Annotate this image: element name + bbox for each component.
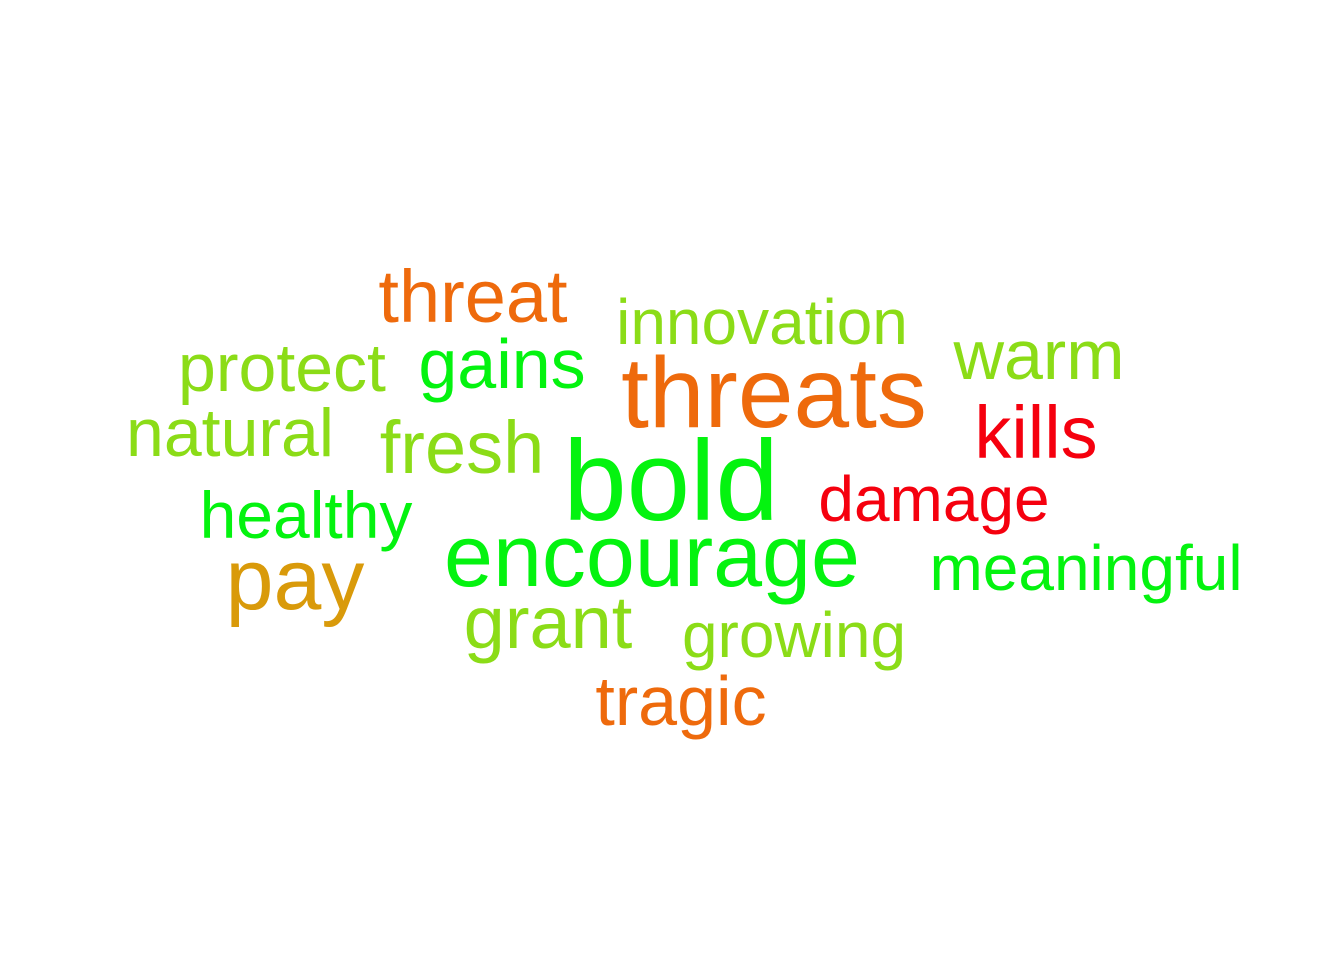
word-fresh: fresh	[379, 406, 545, 489]
word-kills: kills	[974, 391, 1098, 474]
word-warm: warm	[953, 316, 1125, 394]
word-meaningful: meaningful	[929, 532, 1243, 604]
word-damage: damage	[818, 463, 1050, 535]
word-protect: protect	[178, 330, 386, 406]
word-natural: natural	[126, 395, 334, 471]
word-threat: threat	[378, 255, 568, 338]
word-innovation: innovation	[616, 286, 908, 358]
word-encourage: encourage	[444, 506, 860, 605]
word-bold: bold	[563, 418, 779, 545]
word-healthy: healthy	[199, 478, 413, 552]
word-pay: pay	[225, 532, 365, 628]
word-threats: threats	[621, 337, 927, 449]
word-tragic: tragic	[595, 662, 767, 740]
word-gains: gains	[418, 325, 586, 403]
word-growing: growing	[681, 599, 907, 671]
word-grant: grant	[463, 581, 633, 664]
